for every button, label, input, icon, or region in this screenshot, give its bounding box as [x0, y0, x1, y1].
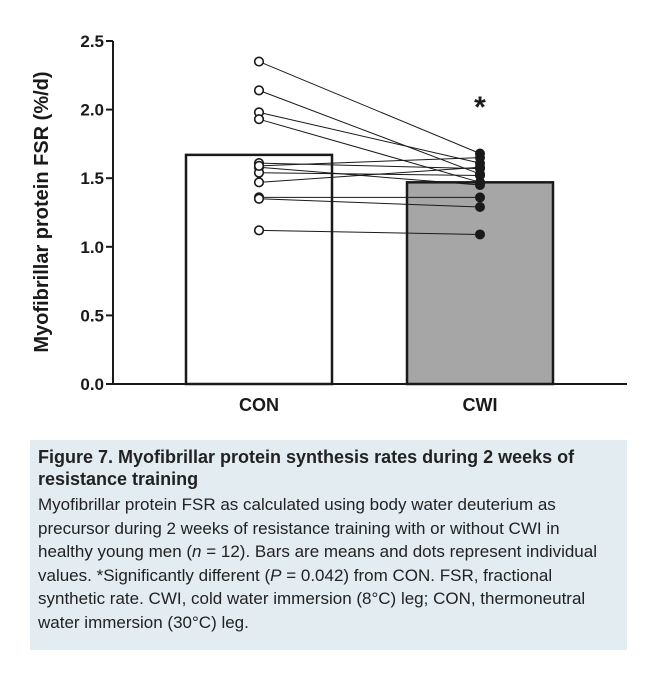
individual-line	[258, 157, 481, 167]
con-dot	[253, 85, 265, 96]
labels: 0.0 0.5 1.0 1.5 2.0 2.5 Myofibrillar protein F…	[31, 32, 498, 415]
individual-line	[258, 166, 481, 186]
individual-line	[258, 172, 481, 176]
cwi-dot	[475, 152, 485, 163]
x-tick-label-con: CON	[239, 395, 279, 415]
individual-line	[258, 118, 481, 183]
y-tick-label: 1.5	[80, 169, 104, 188]
y-tick-label: 0.5	[80, 306, 104, 325]
con-dot	[253, 114, 265, 125]
individual-line	[258, 166, 481, 183]
y-tick-label: 2.0	[80, 101, 104, 120]
individual-dots	[253, 56, 485, 240]
individual-lines	[258, 61, 481, 235]
con-dot	[253, 56, 265, 67]
bar-con	[184, 153, 334, 386]
con-dot	[253, 193, 265, 204]
y-tick-label: 1.0	[80, 238, 104, 257]
cwi-dot	[475, 170, 485, 181]
con-dot	[253, 177, 265, 188]
significance-marker: *	[474, 91, 486, 124]
cwi-dot	[475, 192, 485, 203]
individual-line	[258, 61, 481, 154]
y-tick-label: 2.5	[80, 32, 104, 51]
bar-cwi	[405, 181, 555, 386]
cwi-dot	[475, 229, 485, 240]
cwi-dot	[475, 162, 485, 173]
bars	[184, 153, 555, 386]
cwi-dot	[475, 180, 485, 191]
individual-line	[258, 89, 481, 175]
individual-line	[258, 111, 481, 164]
bar-chart: 0.0 0.5 1.0 1.5 2.0 2.5 Myofibrillar protein F…	[31, 32, 627, 415]
y-axis-title: Myofibrillar protein FSR (%/d)	[31, 71, 53, 352]
x-tick-label-cwi: CWI	[463, 395, 498, 415]
con-dot	[253, 160, 265, 171]
con-dot	[253, 225, 265, 236]
figure-caption: Figure 7. Myofibrillar protein synthesis…	[30, 440, 627, 650]
individual-line	[258, 229, 481, 235]
cwi-dot	[475, 202, 485, 213]
individual-line	[258, 198, 481, 208]
caption-body: Myofibrillar protein FSR as calculated u…	[38, 495, 597, 632]
y-tick-label: 0.0	[80, 375, 104, 394]
caption-title: Figure 7. Myofibrillar protein synthesis…	[38, 447, 575, 489]
